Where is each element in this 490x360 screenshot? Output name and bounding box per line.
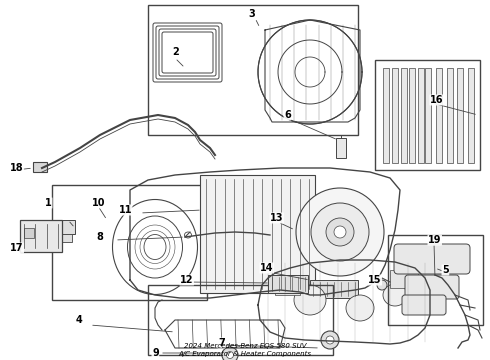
Ellipse shape (222, 347, 238, 360)
Bar (52, 185, 207, 300)
Text: 12: 12 (180, 275, 194, 285)
Bar (275, 275, 300, 295)
Bar (390, 270, 418, 288)
Text: 3: 3 (248, 9, 255, 19)
Ellipse shape (326, 336, 334, 344)
Text: 18: 18 (10, 163, 24, 173)
Bar (392, 68, 398, 163)
Text: 19: 19 (428, 235, 441, 245)
Bar (375, 60, 480, 170)
Bar (200, 175, 315, 293)
Ellipse shape (226, 351, 234, 359)
Text: 15: 15 (368, 275, 382, 285)
Bar (457, 68, 463, 163)
Bar (388, 235, 483, 325)
Ellipse shape (311, 203, 369, 261)
Text: 1: 1 (45, 198, 52, 208)
Bar (24, 228, 34, 238)
Ellipse shape (326, 218, 354, 246)
Bar (418, 68, 424, 163)
Bar (383, 68, 389, 163)
Text: 14: 14 (260, 263, 273, 273)
Text: 6: 6 (284, 110, 291, 120)
Bar (409, 68, 415, 163)
Ellipse shape (383, 284, 407, 306)
FancyBboxPatch shape (405, 275, 459, 299)
Bar (425, 68, 431, 163)
FancyBboxPatch shape (394, 244, 470, 274)
Text: 4: 4 (76, 315, 83, 325)
Text: 17: 17 (10, 243, 24, 253)
Bar (310, 280, 358, 298)
Ellipse shape (294, 285, 326, 315)
Text: 10: 10 (92, 198, 105, 208)
Bar (436, 68, 442, 163)
Bar (33, 162, 47, 172)
Text: 11: 11 (119, 205, 132, 215)
FancyBboxPatch shape (402, 295, 446, 315)
Ellipse shape (296, 188, 384, 276)
Ellipse shape (185, 232, 192, 238)
Bar (60, 234, 72, 242)
Bar (57, 220, 75, 234)
Text: 5: 5 (442, 265, 449, 275)
Ellipse shape (377, 280, 387, 290)
Bar (148, 5, 358, 135)
Text: 2: 2 (172, 47, 179, 57)
Bar (468, 68, 474, 163)
Bar (446, 68, 452, 163)
Text: 2024 Mercedes-Benz EQS 580 SUV
A/C Evaporator & Heater Components: 2024 Mercedes-Benz EQS 580 SUV A/C Evapo… (178, 343, 312, 357)
Bar (20, 220, 62, 252)
Bar (268, 275, 308, 293)
Ellipse shape (334, 226, 346, 238)
Text: 16: 16 (430, 95, 443, 105)
Ellipse shape (346, 295, 374, 321)
Text: 7: 7 (218, 338, 225, 348)
Bar (336, 138, 346, 158)
Bar (148, 285, 333, 355)
Text: 8: 8 (96, 232, 103, 242)
Text: 9: 9 (152, 348, 159, 358)
Ellipse shape (321, 331, 339, 349)
Bar (400, 68, 407, 163)
Text: 13: 13 (270, 213, 284, 223)
